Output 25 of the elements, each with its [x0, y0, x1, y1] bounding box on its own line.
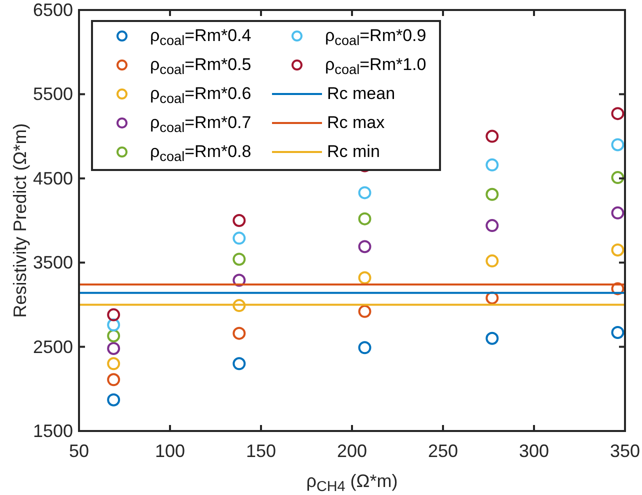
- x-tick-label: 50: [68, 441, 90, 461]
- x-tick-label: 300: [518, 441, 550, 461]
- y-tick-label: 1500: [32, 421, 73, 441]
- x-tick-label: 100: [154, 441, 186, 461]
- y-tick-label: 5500: [32, 84, 73, 104]
- y-tick-label: 4500: [32, 168, 73, 188]
- legend-label: ρ$_{coal}$=Rm*0.9: [325, 26, 426, 48]
- legend-label: ρ$_{coal}$=Rm*0.5: [150, 55, 252, 78]
- x-tick-label: 250: [428, 441, 458, 461]
- x-tick-label: 200: [336, 441, 368, 461]
- legend-label: ρ$_{coal}$=Rm*0.7: [150, 113, 252, 136]
- y-tick-label: 6500: [32, 0, 73, 20]
- legend-label: ρ$_{coal}$=Rm*0.6: [150, 84, 252, 106]
- legend-label: ρ$_{coal}$=Rm*0.8: [150, 142, 252, 164]
- y-tick-label: 2500: [32, 336, 73, 357]
- x-tick-label: 350: [610, 441, 640, 461]
- x-tick-label: 150: [246, 441, 276, 461]
- legend-label: ρ$_{coal}$=Rm*0.4: [150, 26, 252, 48]
- legend-label: Rc mean: [327, 84, 396, 103]
- y-axis-title: Resistivity Predict (Ω*m): [10, 123, 30, 318]
- legend-label: Rc min: [327, 142, 380, 161]
- y-tick-label: 3500: [32, 252, 73, 273]
- x-axis-title: ρ$_{CH4}$ (Ω*m): [306, 471, 398, 495]
- legend-label: Rc max: [327, 113, 386, 132]
- legend-label: ρ$_{coal}$=Rm*1.0: [325, 55, 426, 78]
